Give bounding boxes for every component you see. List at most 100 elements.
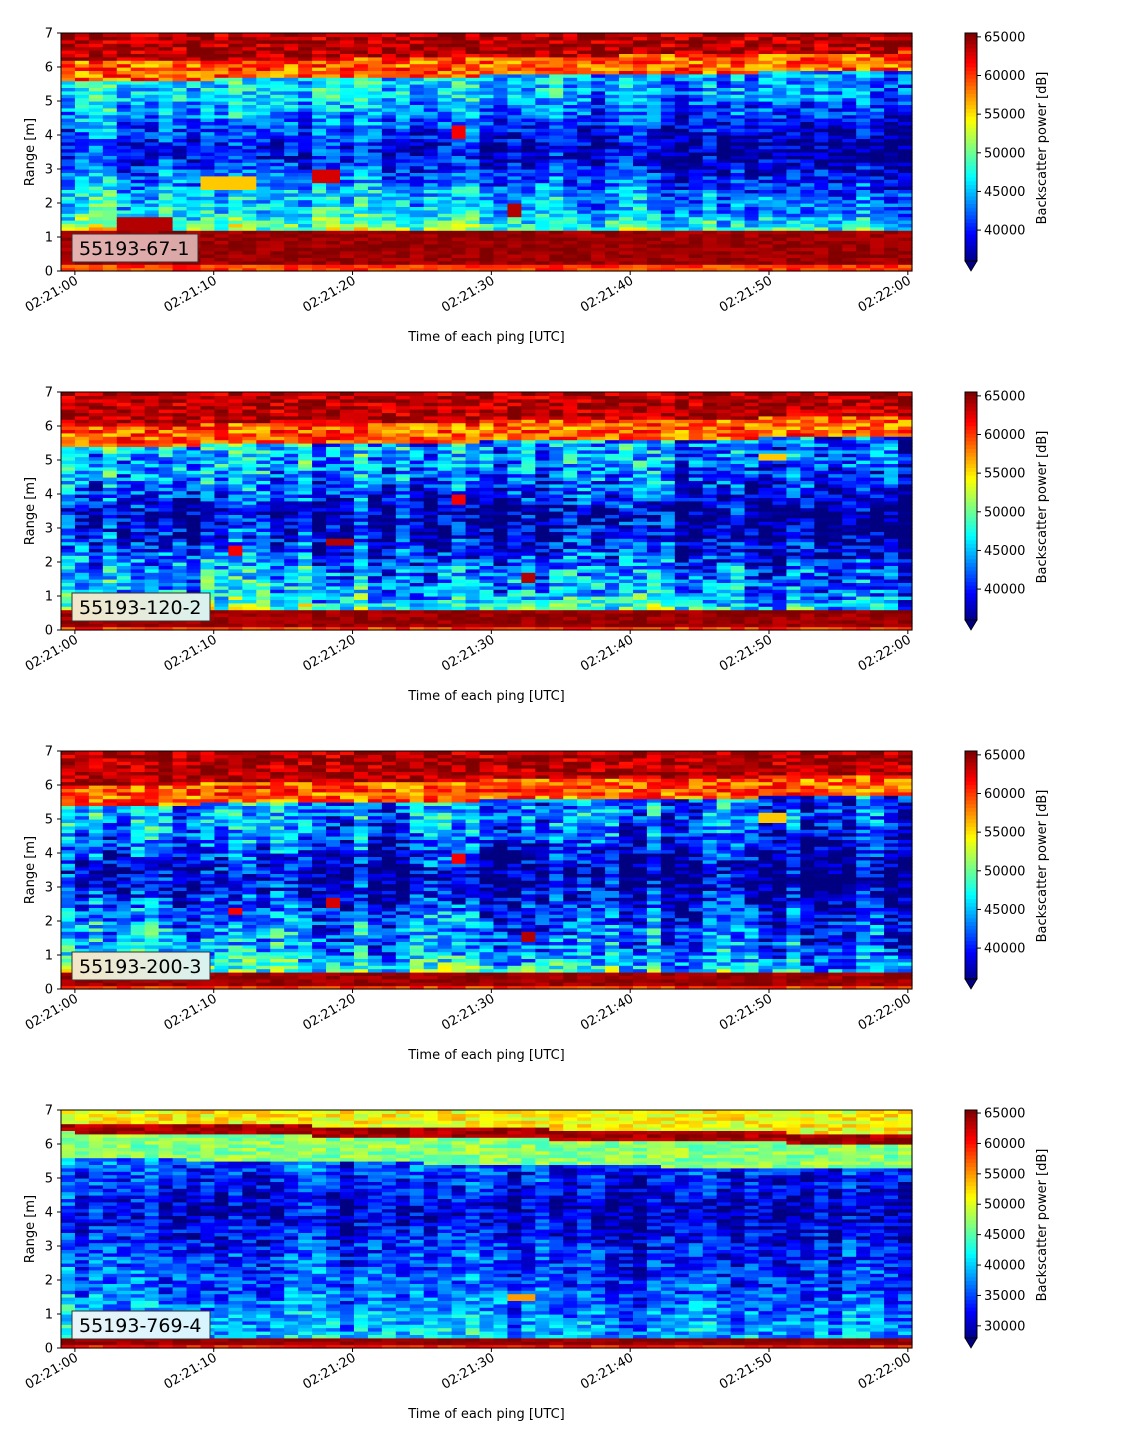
y-tick-label: 5 (45, 813, 53, 828)
y-axis-label: Range [m] (23, 477, 38, 545)
x-tick-label: 02:21:50 (717, 273, 775, 315)
y-tick-label: 6 (45, 420, 53, 435)
colorbar-tick-label: 45000 (984, 544, 1025, 559)
sample-label-box (71, 592, 211, 622)
y-tick-label: 4 (45, 129, 53, 144)
y-tick-label: 0 (45, 1342, 53, 1357)
subplot-3: 0 1 2 3 4 5 6 7 Range [m] 02:21:00 02:21:10 02:21:2… (23, 745, 1050, 1064)
subplot-1: 0 1 2 3 4 5 6 7 Range [m] 02:21:00 02:21:10 02:21:2… (23, 27, 1050, 346)
x-tick-label: 02:21:30 (439, 273, 497, 315)
y-tick-label: 0 (45, 983, 53, 998)
colorbar: 30000 35000 40000 45000 50000 55000 60000 65000… (964, 1107, 1050, 1349)
colorbar-extend-triangle (964, 619, 978, 631)
heatmap-cells (61, 1110, 913, 1349)
x-tick-label: 02:21:40 (578, 632, 636, 674)
heatmap-cells (61, 392, 913, 631)
x-tick-label: 02:21:50 (717, 991, 775, 1033)
colorbar-tick-label: 65000 (984, 389, 1025, 404)
x-tick-label: 02:21:20 (300, 991, 358, 1033)
sample-label: 55193-200-3 (79, 956, 202, 978)
colorbar-extend-triangle (964, 260, 978, 272)
y-tick-label: 4 (45, 1206, 53, 1221)
x-tick-label: 02:21:10 (162, 632, 220, 674)
x-tick-label: 02:22:00 (856, 1350, 914, 1392)
colorbar-frame (964, 391, 978, 621)
colorbar-frame (964, 1109, 978, 1339)
colorbar-tick-label: 40000 (984, 583, 1025, 598)
x-tick-label: 02:21:20 (300, 632, 358, 674)
x-tick-label: 02:22:00 (856, 273, 914, 315)
y-tick-label: 1 (45, 231, 53, 246)
sample-label: 55193-67-1 (79, 238, 189, 260)
colorbar-tick-label: 30000 (984, 1319, 1025, 1334)
y-tick-label: 0 (45, 265, 53, 280)
colorbar-tick-label: 50000 (984, 1198, 1025, 1213)
x-tick-label: 02:21:50 (717, 632, 775, 674)
colorbar-tick-label: 40000 (984, 1259, 1025, 1274)
colorbar-tick-label: 45000 (984, 903, 1025, 918)
x-tick-label: 02:21:20 (300, 1350, 358, 1392)
heatmap-cells (61, 33, 913, 272)
colorbar: 40000 45000 50000 55000 60000 65000 Backscatte… (964, 748, 1050, 990)
sample-label: 55193-120-2 (79, 597, 202, 619)
y-tick-label: 2 (45, 915, 53, 930)
y-tick-label: 1 (45, 1308, 53, 1323)
colorbar-tick-label: 55000 (984, 1167, 1025, 1182)
x-axis-label: Time of each ping [UTC] (407, 689, 565, 704)
subplot-2: 0 1 2 3 4 5 6 7 Range [m] 02:21:00 02:21:10 02:21:2… (23, 386, 1050, 705)
y-tick-label: 1 (45, 949, 53, 964)
y-tick-label: 2 (45, 1274, 53, 1289)
x-tick-label: 02:21:00 (23, 632, 81, 674)
y-tick-label: 3 (45, 1240, 53, 1255)
colorbar-tick-label: 60000 (984, 787, 1025, 802)
colorbar-tick-label: 35000 (984, 1289, 1025, 1304)
x-tick-label: 02:21:30 (439, 991, 497, 1033)
y-tick-label: 5 (45, 95, 53, 110)
y-tick-label: 5 (45, 1172, 53, 1187)
y-tick-label: 3 (45, 163, 53, 178)
colorbar-tick-label: 40000 (984, 942, 1025, 957)
colorbar-label: Backscatter power [dB] (1035, 431, 1050, 584)
colorbar-tick-label: 45000 (984, 1228, 1025, 1243)
colorbar-label: Backscatter power [dB] (1035, 790, 1050, 943)
x-tick-label: 02:21:10 (162, 991, 220, 1033)
colorbar-tick-label: 65000 (984, 748, 1025, 763)
sample-label-box (71, 233, 199, 263)
x-tick-label: 02:21:40 (578, 273, 636, 315)
colorbar-tick-label: 50000 (984, 505, 1025, 520)
y-axis-label: Range [m] (23, 1195, 38, 1263)
x-axis-label: Time of each ping [UTC] (407, 1407, 565, 1422)
colorbar-tick-label: 40000 (984, 224, 1025, 239)
heatmap-cells (61, 751, 913, 990)
x-tick-label: 02:21:00 (23, 991, 81, 1033)
y-tick-label: 7 (45, 1104, 53, 1119)
colorbar-tick-label: 60000 (984, 69, 1025, 84)
x-tick-label: 02:21:30 (439, 632, 497, 674)
colorbar-tick-label: 50000 (984, 146, 1025, 161)
x-tick-label: 02:21:10 (162, 1350, 220, 1392)
colorbar-tick-label: 60000 (984, 1137, 1025, 1152)
colorbar-extend-triangle (964, 978, 978, 990)
colorbar-tick-label: 55000 (984, 467, 1025, 482)
y-tick-label: 7 (45, 745, 53, 760)
y-tick-label: 7 (45, 27, 53, 42)
y-tick-label: 4 (45, 488, 53, 503)
colorbar-tick-label: 55000 (984, 826, 1025, 841)
x-tick-label: 02:21:40 (578, 1350, 636, 1392)
sample-label-box (71, 1310, 211, 1340)
x-tick-label: 02:21:00 (23, 1350, 81, 1392)
subplot-4: 0 1 2 3 4 5 6 7 Range [m] 02:21:00 02:21:10 02:21:2… (23, 1104, 1050, 1423)
colorbar-tick-label: 65000 (984, 1107, 1025, 1122)
plot-frame (60, 750, 913, 990)
x-tick-label: 02:21:10 (162, 273, 220, 315)
y-tick-label: 3 (45, 522, 53, 537)
colorbar-tick-label: 55000 (984, 108, 1025, 123)
y-tick-label: 0 (45, 624, 53, 639)
y-axis-label: Range [m] (23, 836, 38, 904)
y-tick-label: 6 (45, 779, 53, 794)
colorbar: 40000 45000 50000 55000 60000 65000 Backscatte… (964, 389, 1050, 631)
y-tick-label: 6 (45, 1138, 53, 1153)
x-tick-label: 02:21:40 (578, 991, 636, 1033)
colorbar-label: Backscatter power [dB] (1035, 1149, 1050, 1302)
y-tick-label: 2 (45, 197, 53, 212)
